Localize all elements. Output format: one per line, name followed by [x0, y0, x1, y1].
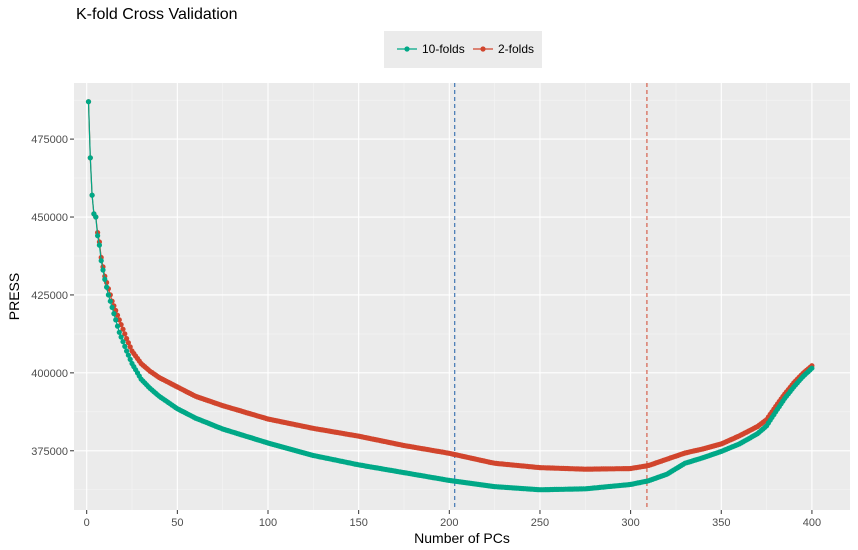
y-tick-label: 475000 [31, 134, 68, 146]
legend-label-10-folds: 10-folds [422, 42, 465, 56]
data-point-10-folds [105, 292, 111, 298]
x-tick-label: 250 [531, 517, 549, 529]
data-point-10-folds [127, 356, 133, 362]
x-axis-title: Number of PCs [414, 530, 510, 546]
y-tick-label: 400000 [31, 368, 68, 380]
data-point-10-folds [111, 311, 117, 317]
legend-key-10-folds [397, 46, 417, 52]
x-tick-label: 300 [621, 517, 639, 529]
data-point-10-folds [809, 365, 815, 371]
legend-key-2-folds [473, 46, 493, 52]
data-point-10-folds [93, 214, 99, 220]
data-point-10-folds [118, 334, 124, 340]
data-point-10-folds [95, 233, 101, 239]
data-point-2-folds [124, 336, 130, 342]
data-point-2-folds [127, 344, 133, 350]
data-point-10-folds [122, 343, 128, 349]
data-point-10-folds [96, 242, 102, 248]
data-point-10-folds [125, 352, 131, 358]
y-axis-title: PRESS [6, 273, 22, 320]
data-point-10-folds [100, 267, 106, 273]
data-point-2-folds [122, 331, 128, 337]
chart-title: K-fold Cross Validation [76, 6, 238, 23]
x-tick-label: 400 [803, 517, 821, 529]
data-point-10-folds [114, 323, 121, 329]
y-tick-label: 450000 [31, 212, 68, 224]
x-tick-label: 200 [440, 517, 458, 529]
data-point-10-folds [109, 304, 115, 310]
legend-label-2-folds: 2-folds [498, 42, 535, 56]
x-tick-label: 150 [349, 517, 367, 529]
data-point-10-folds [85, 99, 92, 105]
data-point-10-folds [116, 329, 122, 335]
x-tick-label: 0 [84, 517, 90, 529]
data-point-10-folds [113, 317, 119, 323]
data-point-10-folds [104, 284, 110, 290]
data-point-10-folds [89, 192, 95, 198]
plot-panel [74, 83, 850, 510]
y-tick-label: 425000 [31, 290, 68, 302]
data-point-2-folds [125, 340, 131, 346]
data-point-10-folds [120, 339, 126, 345]
x-tick-label: 350 [712, 517, 730, 529]
legend: 10-folds 2-folds [384, 31, 542, 68]
x-tick-label: 100 [259, 517, 277, 529]
x-tick-label: 50 [171, 517, 183, 529]
data-point-10-folds [107, 298, 113, 304]
data-point-10-folds [87, 155, 93, 161]
data-point-10-folds [124, 348, 130, 354]
data-point-10-folds [102, 276, 108, 282]
data-point-2-folds [116, 317, 122, 323]
data-point-10-folds [98, 258, 104, 264]
data-point-2-folds [120, 326, 126, 332]
y-tick-label: 375000 [31, 446, 68, 458]
